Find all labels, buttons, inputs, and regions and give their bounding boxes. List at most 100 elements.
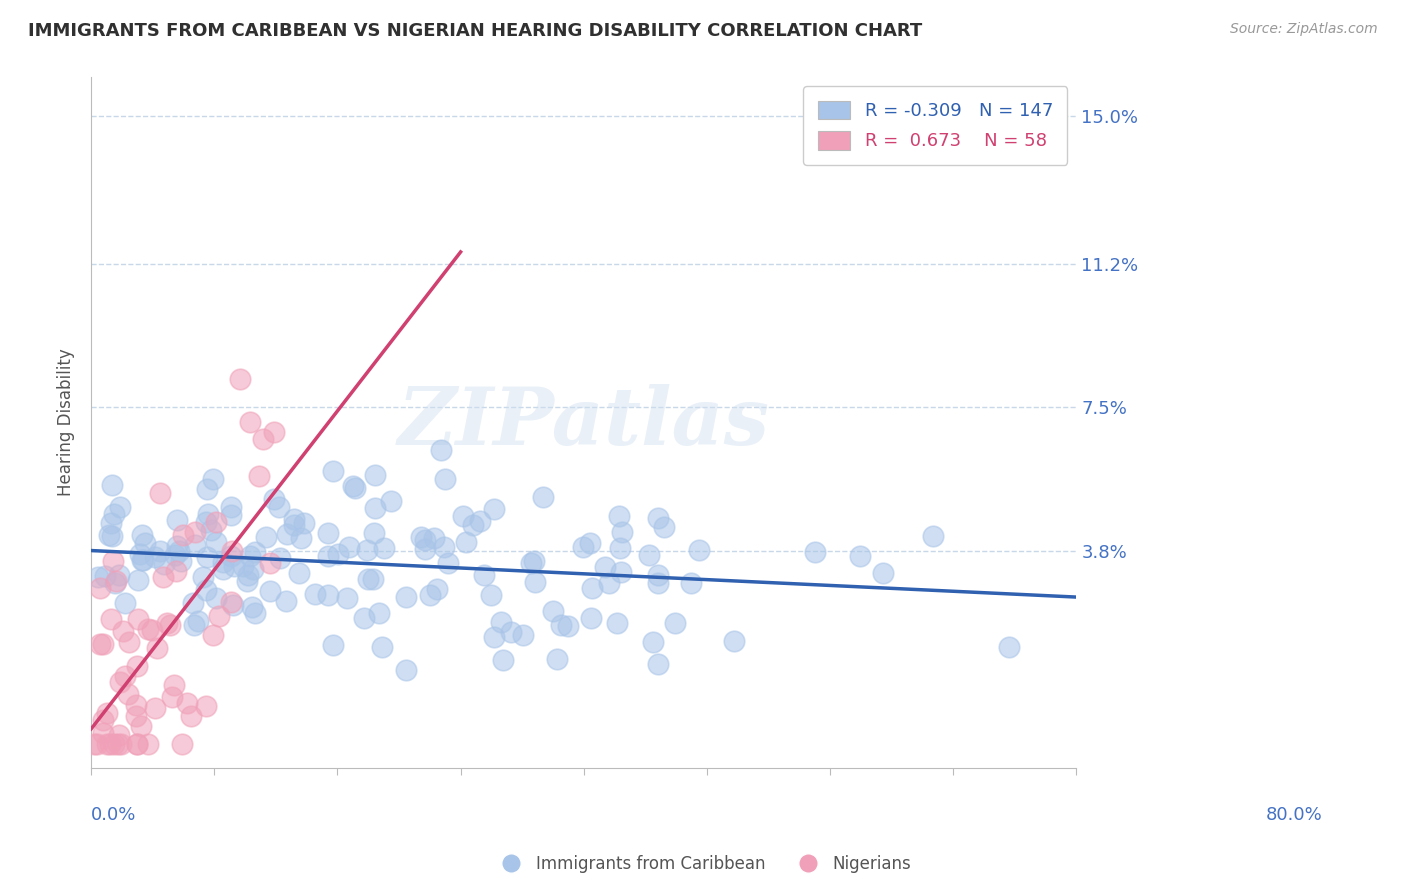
Point	[254, 530, 277, 544]
Point	[411, 530, 433, 544]
Point	[152, 557, 174, 571]
Point	[395, 590, 418, 604]
Point	[252, 433, 274, 447]
Point	[107, 728, 129, 742]
Point	[609, 541, 631, 555]
Point	[91, 637, 114, 651]
Point	[183, 538, 205, 552]
Point	[326, 547, 349, 561]
Point	[219, 595, 242, 609]
Text: ZIPatlas: ZIPatlas	[398, 384, 770, 461]
Point	[127, 612, 149, 626]
Point	[550, 618, 572, 632]
Point	[647, 657, 669, 672]
Point	[236, 568, 259, 582]
Point	[195, 698, 218, 713]
Point	[176, 696, 198, 710]
Point	[664, 616, 686, 631]
Point	[166, 539, 188, 553]
Point	[356, 543, 378, 558]
Point	[679, 575, 702, 590]
Point	[239, 416, 262, 430]
Point	[641, 635, 664, 649]
Point	[114, 669, 136, 683]
Point	[193, 570, 215, 584]
Point	[343, 481, 366, 495]
Point	[131, 553, 153, 567]
Point	[205, 516, 228, 530]
Point	[125, 658, 148, 673]
Point	[236, 574, 259, 588]
Point	[201, 472, 224, 486]
Point	[322, 464, 344, 478]
Point	[395, 663, 418, 677]
Point	[156, 615, 179, 630]
Point	[598, 576, 620, 591]
Point	[557, 619, 579, 633]
Point	[100, 529, 122, 543]
Point	[638, 548, 661, 562]
Point	[143, 549, 166, 564]
Point	[451, 508, 474, 523]
Point	[183, 617, 205, 632]
Point	[415, 533, 437, 547]
Point	[269, 550, 291, 565]
Point	[363, 526, 385, 541]
Point	[419, 588, 441, 602]
Point	[578, 536, 600, 550]
Point	[361, 572, 384, 586]
Point	[240, 599, 263, 614]
Point	[207, 609, 229, 624]
Point	[165, 564, 187, 578]
Point	[112, 624, 135, 638]
Point	[245, 544, 267, 558]
Point	[523, 554, 546, 568]
Point	[423, 531, 446, 545]
Point	[531, 490, 554, 504]
Point	[316, 588, 339, 602]
Point	[160, 690, 183, 705]
Point	[159, 618, 181, 632]
Point	[141, 624, 163, 638]
Point	[187, 615, 209, 629]
Point	[83, 738, 105, 752]
Point	[98, 528, 121, 542]
Point	[373, 541, 395, 555]
Point	[484, 630, 506, 644]
Point	[197, 508, 219, 522]
Point	[114, 597, 136, 611]
Point	[100, 516, 122, 530]
Point	[108, 674, 131, 689]
Point	[110, 738, 132, 752]
Point	[132, 553, 155, 567]
Point	[804, 545, 827, 559]
Point	[152, 570, 174, 584]
Point	[482, 501, 505, 516]
Point	[499, 625, 522, 640]
Point	[205, 535, 228, 549]
Point	[463, 518, 485, 533]
Point	[195, 482, 218, 496]
Point	[337, 540, 360, 554]
Point	[479, 588, 502, 602]
Point	[368, 606, 391, 620]
Legend: R = -0.309   N = 147, R =  0.673    N = 58: R = -0.309 N = 147, R = 0.673 N = 58	[803, 87, 1067, 165]
Point	[219, 508, 242, 523]
Point	[127, 738, 149, 752]
Point	[149, 543, 172, 558]
Point	[143, 701, 166, 715]
Point	[96, 738, 118, 752]
Point	[118, 635, 141, 649]
Point	[610, 565, 633, 579]
Y-axis label: Hearing Disability: Hearing Disability	[58, 349, 75, 497]
Point	[316, 549, 339, 564]
Point	[245, 607, 267, 621]
Point	[117, 688, 139, 702]
Point	[212, 562, 235, 576]
Point	[101, 478, 124, 492]
Point	[222, 598, 245, 612]
Point	[107, 738, 129, 752]
Point	[872, 566, 894, 581]
Point	[221, 543, 243, 558]
Point	[146, 641, 169, 656]
